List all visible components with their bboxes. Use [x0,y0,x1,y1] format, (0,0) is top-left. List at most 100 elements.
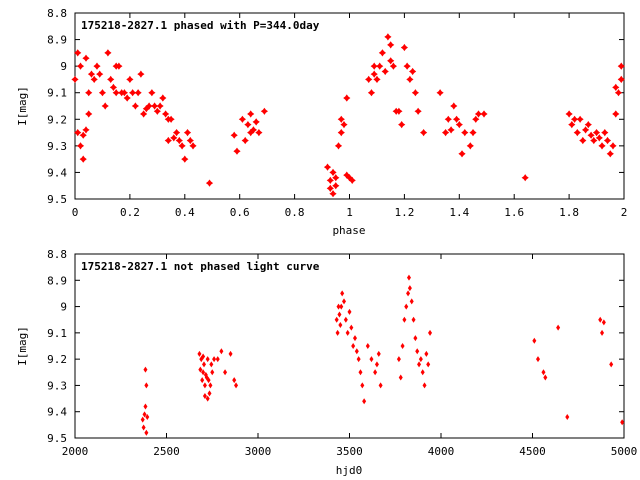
data-point [115,62,123,70]
data-point [373,369,378,376]
data-point [395,107,403,115]
data-point [422,382,427,389]
data-point [329,190,337,198]
data-point [358,369,363,376]
data-point [241,136,249,145]
data-point [360,382,365,389]
data-point [532,337,537,344]
data-point [444,115,452,123]
data-point [326,176,334,184]
y-tick-label: 8.9 [47,274,67,287]
data-point [617,75,625,83]
data-point [450,102,458,110]
data-point [340,121,348,129]
y-tick-label: 9.5 [47,193,67,206]
y-tick-label: 9.4 [47,166,67,179]
data-point [458,150,466,158]
data-point [230,131,238,139]
data-point [329,168,337,176]
data-point [414,107,422,115]
data-point [90,75,98,83]
data-point [426,361,431,368]
x-tick-label: 0.2 [120,206,140,219]
data-point [365,343,370,349]
data-point [112,89,120,97]
data-point [109,83,117,91]
data-point [403,62,411,70]
data-point [141,424,146,431]
data-point [175,136,183,145]
data-point [201,369,206,376]
data-point [151,102,159,110]
data-point [137,70,145,78]
data-point [143,403,148,410]
data-point [131,102,139,110]
data-point [348,176,356,184]
data-point [601,319,606,326]
data-point [418,356,423,363]
data-point [442,129,450,137]
data-point [85,110,93,118]
data-point [164,136,172,145]
data-point [183,129,192,137]
data-point [614,89,623,97]
data-point [612,83,620,91]
data-point [234,382,239,389]
data-point [387,41,395,49]
data-point [378,382,383,389]
x-tick-label: 2500 [153,445,180,458]
data-point [469,129,477,137]
data-point [600,329,605,336]
data-point [144,429,149,436]
data-point [365,75,373,83]
x-tick-label: 2 [621,206,628,219]
data-point [247,110,255,118]
data-point [82,54,90,62]
data-point [480,110,488,118]
data-point [584,121,592,129]
x-tick-label: 0.4 [175,206,195,219]
data-point [406,274,411,281]
data-point [255,129,263,137]
data-point [332,174,340,182]
data-point [205,356,210,363]
data-point [148,89,156,97]
data-point [233,147,241,155]
data-point [447,126,455,134]
data-point [340,290,345,297]
data-point [398,374,403,381]
data-point [387,57,395,65]
y-tick-label: 8.9 [47,34,67,47]
data-point [373,75,381,83]
data-point [334,316,339,323]
data-point [565,413,570,420]
data-point [598,142,606,150]
data-point [556,324,561,331]
data-point [178,142,186,150]
x-tick-label: 0.6 [230,206,250,219]
data-point [381,67,389,76]
data-point [85,89,93,97]
data-point [347,308,352,315]
data-point [409,298,414,305]
phased-chart-title: 175218-2827.1 phased with P=344.0day [81,19,320,32]
data-point [339,303,344,310]
data-point [568,121,576,129]
x-tick-label: 4500 [519,445,546,458]
data-point [120,89,128,97]
data-point [87,70,96,78]
x-tick-label: 2000 [62,445,89,458]
data-point [202,382,207,389]
data-point [201,353,206,360]
data-point [228,350,233,357]
data-point [200,377,205,384]
data-point [337,311,342,318]
data-point [260,107,268,115]
data-point [123,94,131,102]
data-point [404,303,409,310]
data-point [417,361,422,368]
data-point [420,369,425,376]
data-point [129,89,137,97]
data-point [206,377,211,384]
